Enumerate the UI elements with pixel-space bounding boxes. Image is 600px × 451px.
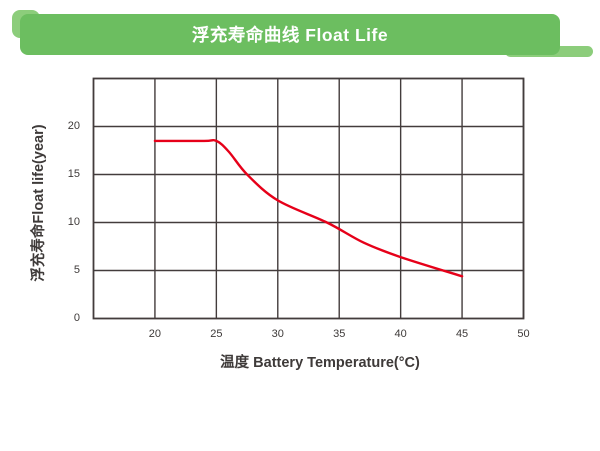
x-tick-label: 20: [148, 328, 162, 340]
page-title: 浮充寿命曲线 Float Life: [191, 25, 389, 45]
plot-border: [92, 77, 525, 320]
y-tick-label: 0: [73, 312, 80, 324]
y-tick-label: 15: [67, 168, 80, 180]
y-tick-label: 5: [73, 264, 80, 276]
x-axis-title: 温度 Battery Temperature(°C): [220, 355, 420, 371]
x-tick-label: 50: [517, 328, 530, 340]
title-banner: 浮充寿命曲线 Float Life: [20, 14, 560, 55]
x-tick-label: 45: [455, 328, 469, 340]
y-tick-label: 20: [67, 120, 80, 132]
y-axis-title: 浮充寿命Float life(year): [31, 124, 47, 282]
y-tick-label: 10: [67, 216, 80, 228]
x-tick-label: 35: [333, 328, 346, 340]
x-tick-label: 30: [271, 328, 284, 340]
x-tick-label: 40: [394, 328, 407, 340]
float-life-curve: [153, 138, 464, 278]
x-tick-label: 25: [210, 328, 223, 340]
